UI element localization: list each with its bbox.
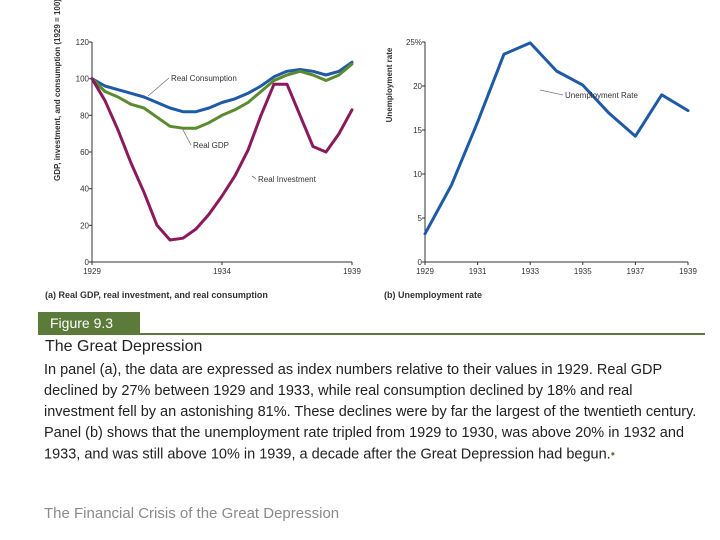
- panel-a-real-gdp-label: Real GDP: [193, 141, 229, 150]
- panel-b-label: (b) Unemployment rate: [384, 290, 482, 300]
- panel-b-y-tick-label: 25%: [406, 38, 422, 47]
- footer-link[interactable]: The Financial Crisis of the Great Depres…: [44, 505, 340, 522]
- caption-paragraph-b-text: Panel (b) shows that the unemployment ra…: [44, 425, 685, 463]
- panel-a-real-investment-leader: [251, 175, 257, 180]
- panel-a-y-tick-label: 0: [85, 258, 90, 267]
- panel-b-y-tick-label: 10: [413, 170, 422, 179]
- panel-a-real-consumption-label: Real Consumption: [171, 74, 237, 83]
- panel-a-real-investment-line: [90, 77, 354, 242]
- panel-a-x-tick-label: 1929: [83, 267, 101, 276]
- panel-b-unemployment-rate-label: Unemployment Rate: [565, 91, 638, 100]
- caption-paragraph-a: In panel (a), the data are expressed as …: [44, 362, 697, 420]
- panel-b-x-tick-label: 1937: [627, 267, 645, 276]
- panel-b-y-tick-label: 20: [413, 82, 422, 91]
- panel-a-y-tick-label: 100: [76, 75, 90, 84]
- caption-paragraph-b: Panel (b) shows that the unemployment ra…: [44, 423, 704, 465]
- panel-a-y-tick-label: 80: [80, 111, 89, 120]
- panel-a-real-gdp-leader: [181, 127, 192, 146]
- panel-a-y-tick-label: 40: [80, 185, 89, 194]
- panel-b-y-axis-title: Unemployment rate: [385, 47, 394, 122]
- panel-a-x-tick-label: 1939: [343, 267, 361, 276]
- figure-caption: In panel (a), the data are expressed as …: [44, 360, 704, 465]
- panel-a-y-axis-title: GDP, investment, and consumption (1929 =…: [53, 0, 62, 181]
- panel-b-unemployment-rate-leader: [539, 89, 564, 96]
- figure-tab: Figure 9.3: [38, 312, 140, 334]
- panel-b-x-tick-label: 1931: [469, 267, 487, 276]
- panel-a-real-consumption-line: [90, 60, 354, 114]
- panel-b-x-tick-label: 1933: [521, 267, 539, 276]
- panel-a-real-consumption-leader: [147, 77, 170, 97]
- figure-divider: [38, 333, 705, 335]
- panel-a-real-investment-label: Real Investment: [258, 175, 317, 184]
- panel-a-label: (a) Real GDP, real investment, and real …: [45, 290, 268, 300]
- panel-b-x-tick-label: 1939: [679, 267, 697, 276]
- panel-b-x-tick-label: 1929: [416, 267, 434, 276]
- panel-a-y-tick-label: 20: [80, 221, 89, 230]
- panel-b-unemployment-rate-line: [423, 41, 690, 236]
- figure-title: The Great Depression: [45, 338, 203, 355]
- panel-b-y-tick-label: 5: [418, 214, 423, 223]
- bullet-icon: •: [610, 447, 615, 461]
- panel-b-y-tick-label: 15: [413, 126, 422, 135]
- panel-b-y-tick-label: 0: [418, 258, 423, 267]
- panel-b-x-tick-label: 1935: [574, 267, 592, 276]
- panel-a-y-tick-label: 120: [76, 38, 90, 47]
- panel-a-x-tick-label: 1934: [213, 267, 231, 276]
- panel-a-y-tick-label: 60: [80, 148, 89, 157]
- panel-a-real-gdp-line: [90, 62, 354, 130]
